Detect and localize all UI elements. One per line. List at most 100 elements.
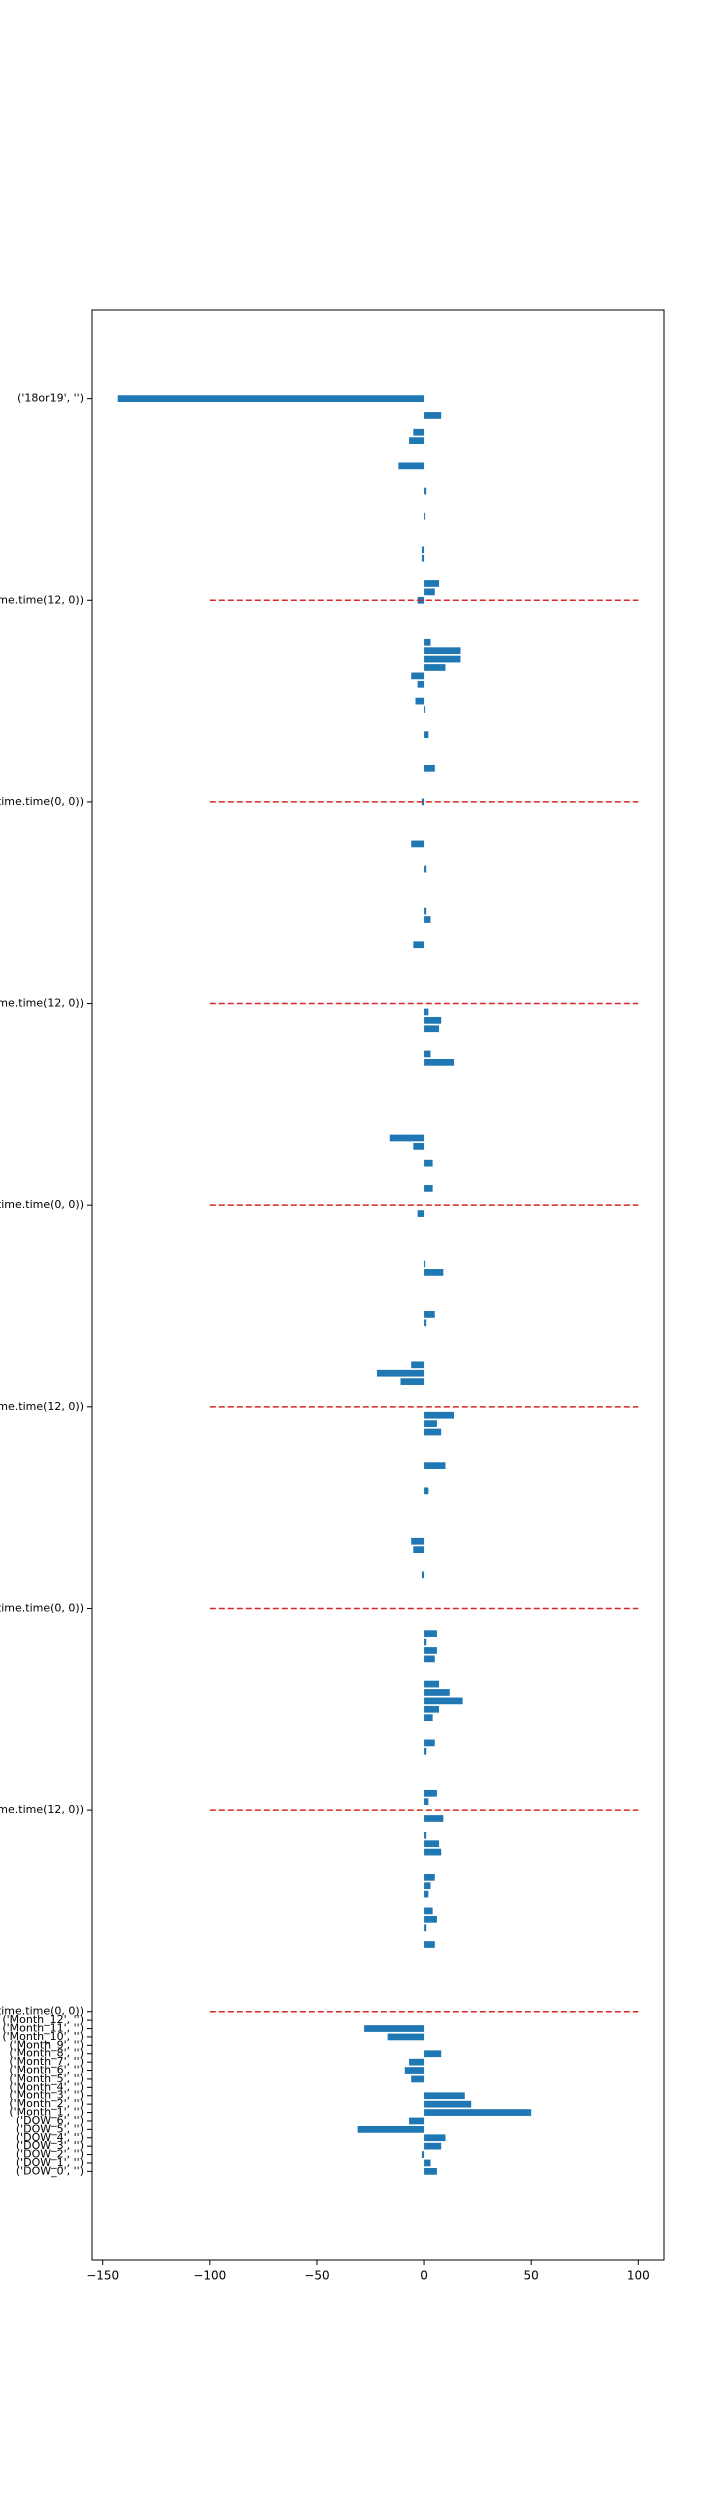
y-tick-label: ('Month_4', '') bbox=[9, 2080, 84, 2093]
bar bbox=[413, 1546, 425, 1554]
bar bbox=[424, 1159, 433, 1167]
y-tick-label: ('DOW_4', '') bbox=[16, 2131, 84, 2144]
bar bbox=[400, 1378, 425, 1385]
y-tick-label: etime.time(0, 0)) bbox=[0, 1601, 84, 1614]
y-tick-label: ('Month_10', '') bbox=[2, 2030, 84, 2043]
bar bbox=[417, 1210, 425, 1217]
y-tick-label: ('Month_8', '') bbox=[9, 2047, 84, 2060]
bar bbox=[411, 1537, 425, 1545]
x-tick-label: 0 bbox=[420, 2269, 428, 2283]
bar bbox=[424, 764, 435, 772]
bar bbox=[424, 2100, 472, 2108]
bar bbox=[424, 1311, 435, 1318]
bar bbox=[424, 1915, 437, 1923]
bar bbox=[424, 1714, 433, 1722]
y-tick-label: ('Month_2', '') bbox=[9, 2097, 84, 2110]
x-tick-label: 100 bbox=[627, 2269, 650, 2283]
bar bbox=[424, 1907, 433, 1915]
y-tick-label: ('Month_3', '') bbox=[9, 2089, 84, 2102]
bar bbox=[387, 2033, 425, 2041]
bar bbox=[413, 428, 425, 436]
bar bbox=[424, 1697, 463, 1705]
y-tick-label: ('Month_1', '') bbox=[9, 2106, 84, 2119]
bar bbox=[413, 1143, 425, 1150]
y-tick-label: ('Month_6', '') bbox=[9, 2064, 84, 2077]
y-tick-label: time.time(12, 0)) bbox=[0, 1803, 84, 1816]
bar bbox=[411, 2075, 425, 2083]
bar bbox=[424, 1260, 426, 1268]
bar bbox=[424, 664, 446, 671]
bar bbox=[424, 1462, 446, 1469]
bar bbox=[424, 2092, 465, 2100]
y-tick-label: etime.time(0, 0)) bbox=[0, 1198, 84, 1211]
bar bbox=[424, 580, 440, 587]
y-tick-label: ('DOW_6', '') bbox=[16, 2114, 84, 2127]
bar bbox=[424, 1882, 431, 1890]
bar bbox=[424, 1428, 442, 1436]
bar bbox=[424, 907, 427, 915]
bar bbox=[424, 1789, 437, 1797]
bar bbox=[398, 462, 425, 470]
x-tick-label: −50 bbox=[304, 2269, 329, 2283]
y-tick-label: ('DOW_3', '') bbox=[16, 2139, 84, 2152]
bar bbox=[424, 2134, 446, 2142]
bar bbox=[417, 680, 425, 688]
y-tick-label: etime.time(0, 0)) bbox=[0, 2005, 84, 2018]
bar bbox=[424, 487, 427, 495]
bar bbox=[424, 1647, 437, 1654]
bar bbox=[424, 1655, 435, 1663]
bar bbox=[421, 2151, 425, 2158]
bar bbox=[424, 1705, 440, 1713]
bar bbox=[424, 638, 431, 646]
bar bbox=[424, 512, 426, 520]
bar bbox=[424, 1798, 429, 1806]
bar bbox=[376, 1369, 425, 1377]
bar bbox=[424, 2109, 532, 2116]
bar bbox=[424, 1873, 435, 1881]
bar bbox=[424, 1924, 427, 1932]
bar bbox=[421, 554, 425, 562]
y-tick-label: time.time(12, 0)) bbox=[0, 997, 84, 1010]
y-tick-label: ('Month_5', '') bbox=[9, 2072, 84, 2085]
y-tick-label: ('DOW_2', '') bbox=[16, 2148, 84, 2161]
x-tick-label: 50 bbox=[524, 2269, 539, 2283]
bar bbox=[424, 1941, 435, 1948]
bar bbox=[424, 1319, 427, 1327]
bar bbox=[357, 2125, 425, 2133]
y-tick-label: ('DOW_0', '') bbox=[16, 2164, 84, 2177]
bar bbox=[424, 1025, 440, 1033]
bar bbox=[424, 916, 431, 923]
bar bbox=[424, 1747, 427, 1755]
bar bbox=[424, 1050, 431, 1058]
y-tick-label: time.time(12, 0)) bbox=[0, 1400, 84, 1413]
bar bbox=[389, 1134, 425, 1142]
bar bbox=[424, 1831, 427, 1839]
bar bbox=[424, 1739, 435, 1747]
bar bbox=[411, 672, 425, 680]
bar bbox=[424, 655, 461, 663]
plot-frame bbox=[91, 309, 665, 2261]
bar bbox=[424, 1689, 450, 1696]
bar bbox=[424, 865, 427, 873]
bar bbox=[117, 395, 425, 402]
bar bbox=[424, 588, 435, 596]
bar bbox=[424, 1680, 440, 1688]
bar bbox=[424, 1058, 455, 1066]
bar bbox=[404, 2067, 425, 2074]
bar bbox=[424, 1638, 427, 1646]
bar bbox=[409, 437, 425, 445]
bar bbox=[415, 697, 425, 705]
bar bbox=[424, 731, 429, 739]
bar bbox=[411, 840, 425, 848]
bar bbox=[424, 1016, 442, 1024]
bar bbox=[424, 1008, 429, 1016]
bar bbox=[421, 1571, 425, 1579]
bar bbox=[424, 1630, 437, 1638]
bar bbox=[424, 1411, 455, 1419]
bar bbox=[424, 1848, 442, 1856]
y-tick-label: ('Month_9', '') bbox=[9, 2038, 84, 2051]
y-tick-label: ('Month_12', '') bbox=[2, 2013, 84, 2026]
bar bbox=[413, 941, 425, 949]
y-tick-label: ('18or19', '') bbox=[17, 392, 84, 405]
